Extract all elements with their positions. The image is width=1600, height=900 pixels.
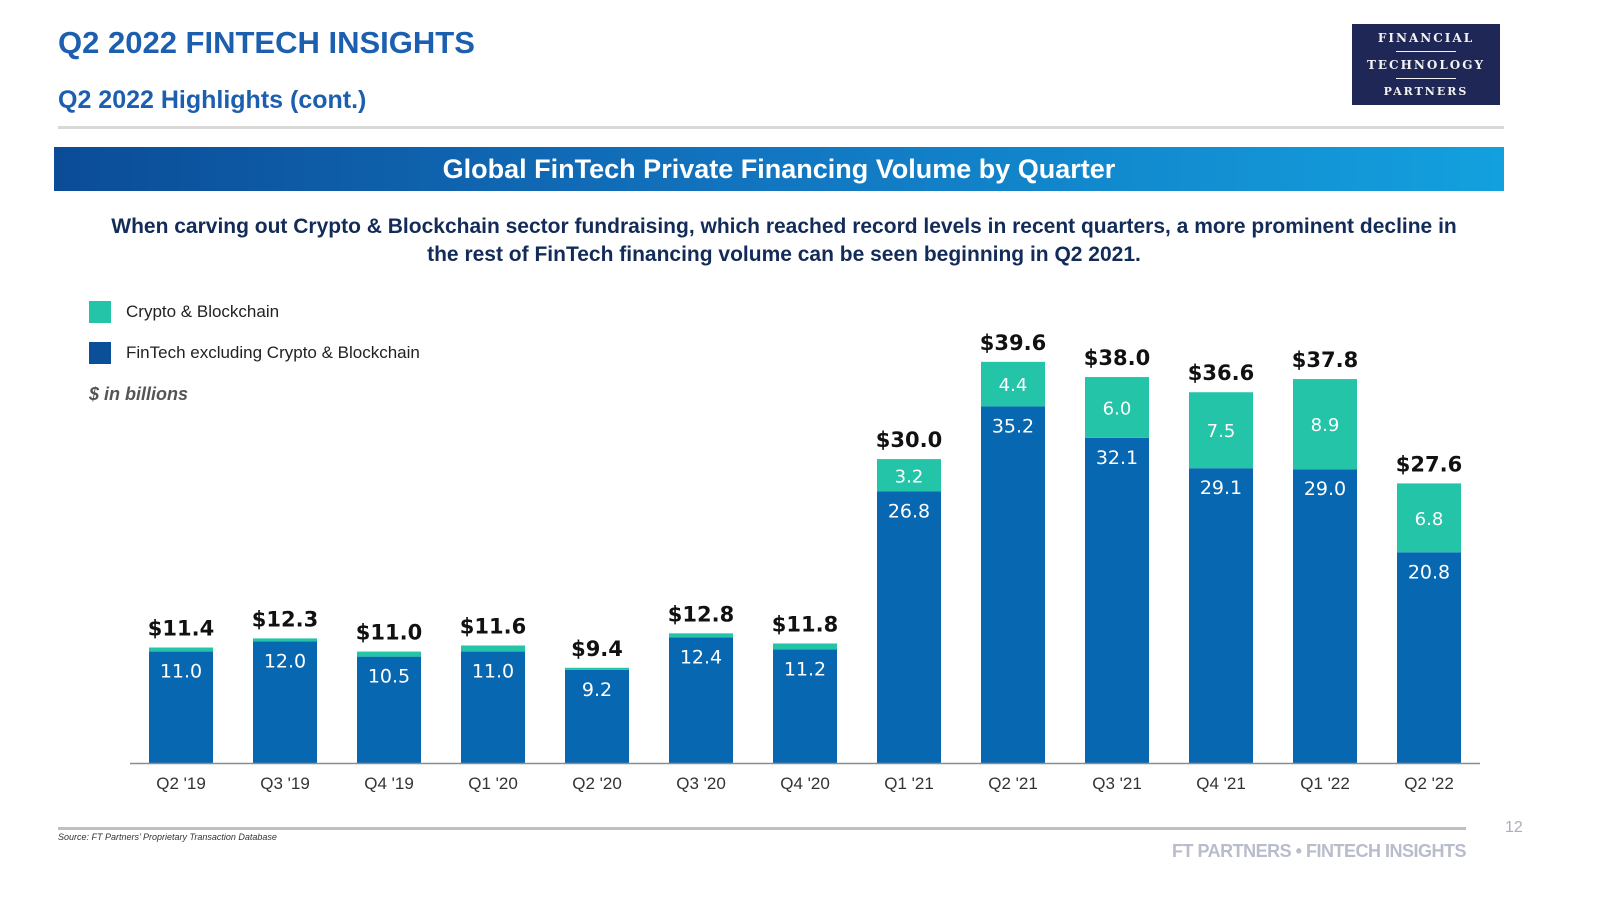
bar-label-fintech: 11.2 xyxy=(784,659,826,681)
x-tick-label: Q4 '21 xyxy=(1196,774,1246,793)
bar-label-crypto: 6.8 xyxy=(1415,509,1444,530)
bar-total-label: $30.0 xyxy=(876,428,942,452)
bar-total-label: $37.8 xyxy=(1292,348,1358,372)
bar-fintech-ex-crypto xyxy=(877,491,941,763)
bar-fintech-ex-crypto xyxy=(981,406,1045,763)
bar-label-fintech: 9.2 xyxy=(582,679,612,701)
bar-total-label: $12.8 xyxy=(668,602,734,626)
bar-label-crypto: 7.5 xyxy=(1207,421,1236,442)
bar-crypto-blockchain xyxy=(357,651,421,657)
x-tick-label: Q3 '20 xyxy=(676,774,726,793)
bar-fintech-ex-crypto xyxy=(1397,552,1461,763)
x-tick-label: Q1 '22 xyxy=(1300,774,1350,793)
legend-swatch-crypto xyxy=(89,301,111,323)
bar-fintech-ex-crypto xyxy=(357,656,421,763)
source-note: Source: FT Partners’ Proprietary Transac… xyxy=(58,832,277,842)
units-note: $ in billions xyxy=(89,384,189,404)
x-tick-label: Q2 '19 xyxy=(156,774,206,793)
x-tick-label: Q4 '20 xyxy=(780,774,830,793)
bar-label-fintech: 12.0 xyxy=(264,650,306,672)
bar-label-fintech: 20.8 xyxy=(1408,561,1450,583)
bar-total-label: $12.3 xyxy=(252,607,318,631)
chart-title-banner: Global FinTech Private Financing Volume … xyxy=(54,147,1504,191)
bar-fintech-ex-crypto xyxy=(669,637,733,763)
bar-label-fintech: 11.0 xyxy=(472,661,514,683)
bar-crypto-blockchain xyxy=(1293,379,1357,470)
bar-crypto-blockchain xyxy=(253,638,317,642)
bar-crypto-blockchain xyxy=(669,633,733,638)
bar-fintech-ex-crypto xyxy=(461,651,525,763)
page-subtitle: Q2 2022 Highlights (cont.) xyxy=(58,86,367,114)
bar-fintech-ex-crypto xyxy=(1189,468,1253,763)
bar-fintech-ex-crypto xyxy=(773,649,837,763)
bar-label-fintech: 29.1 xyxy=(1200,477,1242,499)
bar-total-label: $38.0 xyxy=(1084,346,1150,370)
bar-crypto-blockchain xyxy=(1189,392,1253,469)
bar-label-fintech: 12.4 xyxy=(680,646,722,668)
bar-total-label: $11.8 xyxy=(772,612,838,636)
bar-label-fintech: 11.0 xyxy=(160,661,202,683)
bar-fintech-ex-crypto xyxy=(565,669,629,763)
bar-label-fintech: 35.2 xyxy=(992,415,1034,437)
x-tick-label: Q1 '21 xyxy=(884,774,934,793)
bar-crypto-blockchain xyxy=(981,361,1045,407)
bar-label-fintech: 26.8 xyxy=(888,501,930,523)
x-tick-label: Q2 '22 xyxy=(1404,774,1454,793)
bar-fintech-ex-crypto xyxy=(149,651,213,763)
bar-total-label: $39.6 xyxy=(980,331,1046,355)
bar-fintech-ex-crypto xyxy=(1085,437,1149,763)
footer-brand: FT PARTNERS • FINTECH INSIGHTS xyxy=(1172,841,1466,861)
bar-label-fintech: 10.5 xyxy=(368,666,410,688)
bar-label-crypto: 3.2 xyxy=(895,466,924,487)
bar-total-label: $11.6 xyxy=(460,614,526,638)
bar-total-label: $11.0 xyxy=(356,621,422,645)
bar-total-label: $9.4 xyxy=(571,637,623,661)
logo-line-3: PARTNERS xyxy=(1383,85,1469,98)
bar-crypto-blockchain xyxy=(461,645,525,652)
footer-divider xyxy=(58,827,1466,830)
x-tick-label: Q2 '21 xyxy=(988,774,1038,793)
x-tick-label: Q2 '20 xyxy=(572,774,622,793)
page-number: 12 xyxy=(1505,819,1523,836)
x-tick-label: Q1 '20 xyxy=(468,774,518,793)
legend-label-fintech: FinTech excluding Crypto & Blockchain xyxy=(126,343,420,362)
bar-crypto-blockchain xyxy=(1397,483,1461,553)
bar-label-crypto: 4.4 xyxy=(999,375,1028,396)
bar-total-label: $27.6 xyxy=(1396,452,1462,476)
bar-label-fintech: 29.0 xyxy=(1304,478,1346,500)
header-divider xyxy=(58,126,1504,129)
bar-crypto-blockchain xyxy=(877,459,941,492)
logo-line-2: TECHNOLOGY xyxy=(1366,58,1486,72)
chart-description: When carving out Crypto & Blockchain sec… xyxy=(111,215,1457,266)
bar-label-crypto: 6.0 xyxy=(1103,398,1132,419)
legend-label-crypto: Crypto & Blockchain xyxy=(126,302,280,321)
x-tick-label: Q4 '19 xyxy=(364,774,414,793)
bar-label-crypto: 8.9 xyxy=(1311,415,1340,436)
bar-label-fintech: 32.1 xyxy=(1096,447,1138,469)
bar-fintech-ex-crypto xyxy=(253,641,317,763)
logo-divider xyxy=(1396,78,1456,79)
page-title: Q2 2022 FINTECH INSIGHTS xyxy=(58,25,475,60)
bar-crypto-blockchain xyxy=(1085,377,1149,438)
x-tick-label: Q3 '21 xyxy=(1092,774,1142,793)
x-tick-label: Q3 '19 xyxy=(260,774,310,793)
bar-crypto-blockchain xyxy=(773,643,837,650)
bar-crypto-blockchain xyxy=(149,647,213,652)
bar-total-label: $36.6 xyxy=(1188,361,1254,385)
logo-line-1: FINANCIAL xyxy=(1377,31,1475,45)
bar-fintech-ex-crypto xyxy=(1293,469,1357,763)
legend-swatch-fintech xyxy=(89,342,111,364)
bar-crypto-blockchain xyxy=(565,667,629,670)
logo-divider xyxy=(1396,51,1456,52)
ft-partners-logo: FINANCIAL TECHNOLOGY PARTNERS xyxy=(1352,24,1500,105)
bar-total-label: $11.4 xyxy=(148,617,214,641)
